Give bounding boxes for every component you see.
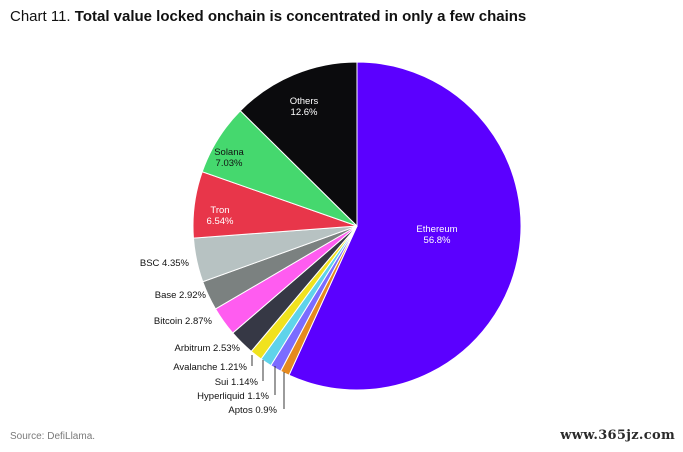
pie-slice-others — [239, 61, 358, 228]
slice-value-tron: 6.54% — [207, 216, 234, 227]
chart-title: Chart 11. Total value locked onchain is … — [10, 7, 526, 27]
chart-title-text: Total value locked onchain is concentrat… — [74, 8, 527, 25]
slice-label-ethereum: Ethereum — [416, 224, 457, 235]
pie-slice-ethereum — [288, 61, 522, 391]
slice-label-avalanche: Avalanche 1.21% — [173, 362, 247, 373]
slice-value-others: 12.6% — [291, 107, 318, 118]
slice-label-others: Others — [290, 96, 319, 107]
slice-label-aptos: Aptos 0.9% — [228, 405, 277, 416]
slice-label-bsc: BSC 4.35% — [140, 258, 190, 269]
watermark-logo: www.365jz.com — [560, 428, 675, 443]
chart-number: Chart 11. — [10, 8, 71, 25]
slice-label-solana: Solana — [214, 147, 244, 158]
slice-label-arbitrum: Arbitrum 2.53% — [175, 343, 241, 354]
slice-label-bitcoin: Bitcoin 2.87% — [154, 316, 213, 327]
slice-label-tron: Tron — [210, 205, 229, 216]
slice-label-base: Base 2.92% — [155, 290, 207, 301]
slice-label-hyperliquid: Hyperliquid 1.1% — [197, 391, 269, 402]
slice-value-ethereum: 56.8% — [424, 235, 451, 246]
slice-value-solana: 7.03% — [216, 158, 243, 169]
source-note: Source: DefiLlama. — [10, 431, 96, 442]
slice-label-sui: Sui 1.14% — [215, 377, 259, 388]
